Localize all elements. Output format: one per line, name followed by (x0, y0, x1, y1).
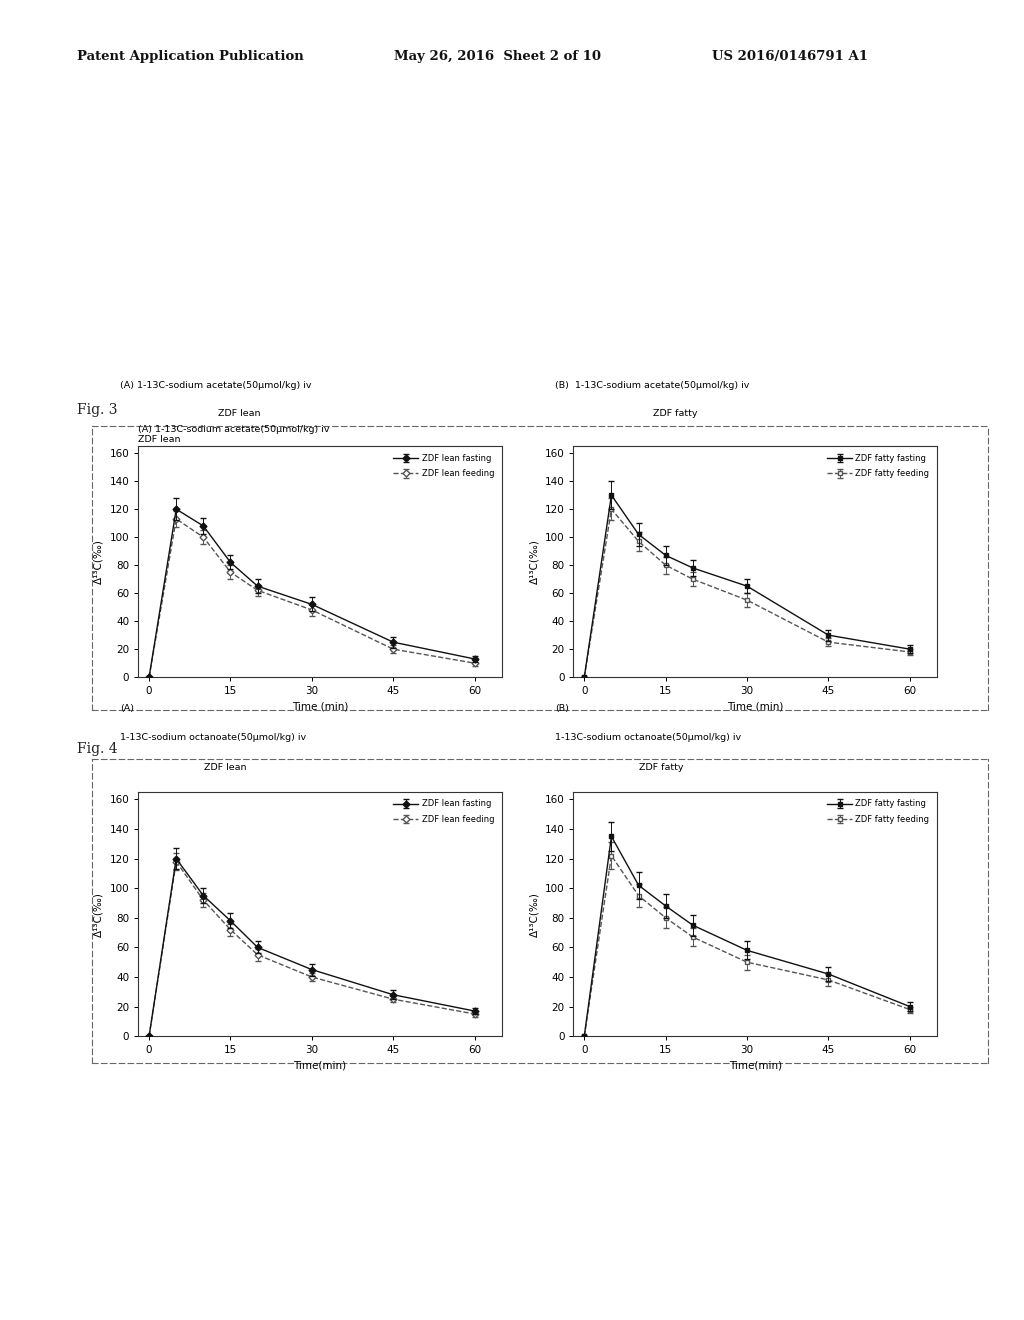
X-axis label: Time (min): Time (min) (727, 702, 783, 711)
Legend: ZDF lean fasting, ZDF lean feeding: ZDF lean fasting, ZDF lean feeding (390, 796, 498, 828)
Text: ZDF fatty: ZDF fatty (639, 763, 683, 772)
Y-axis label: Δ¹³C(‰): Δ¹³C(‰) (529, 540, 539, 583)
Text: (B): (B) (555, 704, 569, 713)
Text: ZDF fatty: ZDF fatty (653, 409, 698, 418)
Text: 1-13C-sodium octanoate(50μmol/kg) iv: 1-13C-sodium octanoate(50μmol/kg) iv (555, 734, 741, 742)
Text: ZDF lean: ZDF lean (204, 763, 246, 772)
X-axis label: Time (min): Time (min) (292, 702, 348, 711)
Legend: ZDF fatty fasting, ZDF fatty feeding: ZDF fatty fasting, ZDF fatty feeding (823, 796, 933, 828)
Text: (A): (A) (120, 704, 134, 713)
Text: US 2016/0146791 A1: US 2016/0146791 A1 (712, 50, 867, 63)
Text: (A) 1-13C-sodium acetate(50μmol/kg) iv: (A) 1-13C-sodium acetate(50μmol/kg) iv (120, 381, 311, 391)
Legend: ZDF fatty fasting, ZDF fatty feeding: ZDF fatty fasting, ZDF fatty feeding (823, 450, 933, 482)
Text: May 26, 2016  Sheet 2 of 10: May 26, 2016 Sheet 2 of 10 (394, 50, 601, 63)
Text: Fig. 4: Fig. 4 (77, 742, 118, 756)
Legend: ZDF lean fasting, ZDF lean feeding: ZDF lean fasting, ZDF lean feeding (390, 450, 498, 482)
Y-axis label: Δ¹³C(‰): Δ¹³C(‰) (529, 892, 539, 936)
Y-axis label: Δ¹³C(‰): Δ¹³C(‰) (94, 892, 103, 936)
Text: Patent Application Publication: Patent Application Publication (77, 50, 303, 63)
Text: Fig. 3: Fig. 3 (77, 403, 118, 417)
Text: (B)  1-13C-sodium acetate(50μmol/kg) iv: (B) 1-13C-sodium acetate(50μmol/kg) iv (555, 381, 750, 391)
X-axis label: Time(min): Time(min) (729, 1061, 781, 1071)
Y-axis label: Δ¹³C(‰): Δ¹³C(‰) (94, 540, 103, 583)
Text: ZDF lean: ZDF lean (218, 409, 261, 418)
X-axis label: Time(min): Time(min) (294, 1061, 346, 1071)
Text: 1-13C-sodium octanoate(50μmol/kg) iv: 1-13C-sodium octanoate(50μmol/kg) iv (120, 734, 306, 742)
Text: (A) 1-13C-sodium acetate(50μmol/kg) iv
ZDF lean: (A) 1-13C-sodium acetate(50μmol/kg) iv Z… (138, 425, 330, 444)
